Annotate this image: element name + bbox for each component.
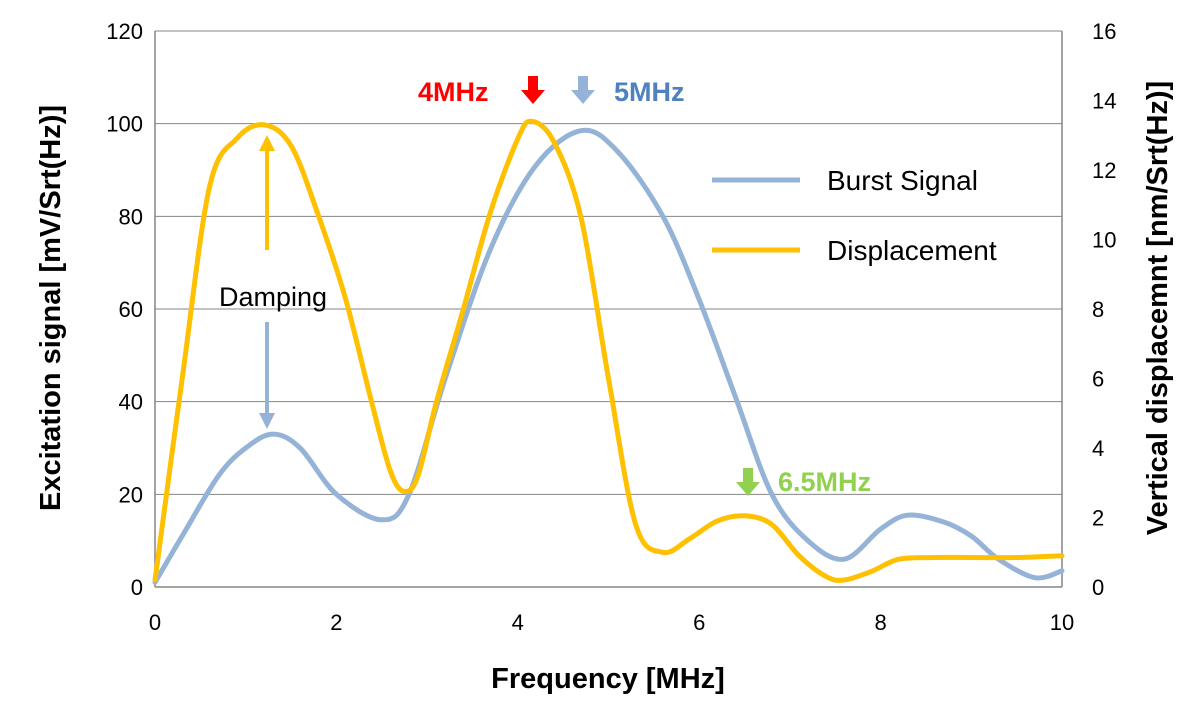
gridlines [155,30,1062,495]
annotation-6-5mhz: 6.5MHz [778,467,871,497]
x-axis-title: Frequency [MHz] [491,663,725,695]
annotation-5mhz: 5MHz [614,77,685,107]
axes [154,31,1063,588]
annotations: 4MHz 5MHz 6.5MHz Damping [219,76,871,497]
left-tick-label: 80 [119,204,143,229]
right-tick-label: 16 [1092,19,1116,44]
annotation-damping: Damping [219,282,327,312]
left-tick-label: 120 [106,19,143,44]
arrow-5mhz-icon [571,76,595,104]
right-tick-label: 0 [1092,575,1104,600]
left-tick-label: 20 [119,482,143,507]
annotation-4mhz: 4MHz [418,77,489,107]
left-tick-label: 40 [119,390,143,415]
left-axis-title: Excitation signal [mV/Srt(Hz)] [35,105,67,511]
right-tick-label: 10 [1092,228,1116,253]
left-tick-label: 100 [106,112,143,137]
series-lines [152,118,1065,585]
left-axis-ticks: 0 20 40 60 80 100 120 [106,19,143,600]
x-tick-label: 2 [330,610,342,635]
arrow-4mhz-icon [521,76,545,104]
x-tick-label: 4 [512,610,524,635]
x-tick-label: 0 [149,610,161,635]
x-axis-ticks: 0 2 4 6 8 10 [149,610,1074,635]
right-tick-label: 6 [1092,367,1104,392]
damping-down-arrow-icon [259,413,275,429]
right-tick-label: 14 [1092,89,1116,114]
arrow-6-5mhz-icon [736,468,760,496]
damping-up-arrow-icon [259,135,275,151]
right-tick-label: 8 [1092,297,1104,322]
x-tick-label: 6 [693,610,705,635]
right-axis-title: Vertical displacemnt [nm/Srt(Hz)] [1142,81,1174,535]
series-line-burst-signal [152,127,1065,585]
right-tick-label: 2 [1092,506,1104,531]
right-tick-label: 12 [1092,158,1116,183]
right-axis-ticks: 0 2 4 6 8 10 12 14 16 [1092,19,1116,600]
x-tick-label: 10 [1050,610,1074,635]
left-tick-label: 0 [131,575,143,600]
x-tick-label: 8 [874,610,886,635]
right-tick-label: 4 [1092,436,1104,461]
series-line-displacement [152,118,1065,583]
legend-label-burst-signal: Burst Signal [827,165,978,196]
legend-label-displacement: Displacement [827,235,997,266]
left-tick-label: 60 [119,297,143,322]
legend: Burst Signal Displacement [712,165,997,266]
